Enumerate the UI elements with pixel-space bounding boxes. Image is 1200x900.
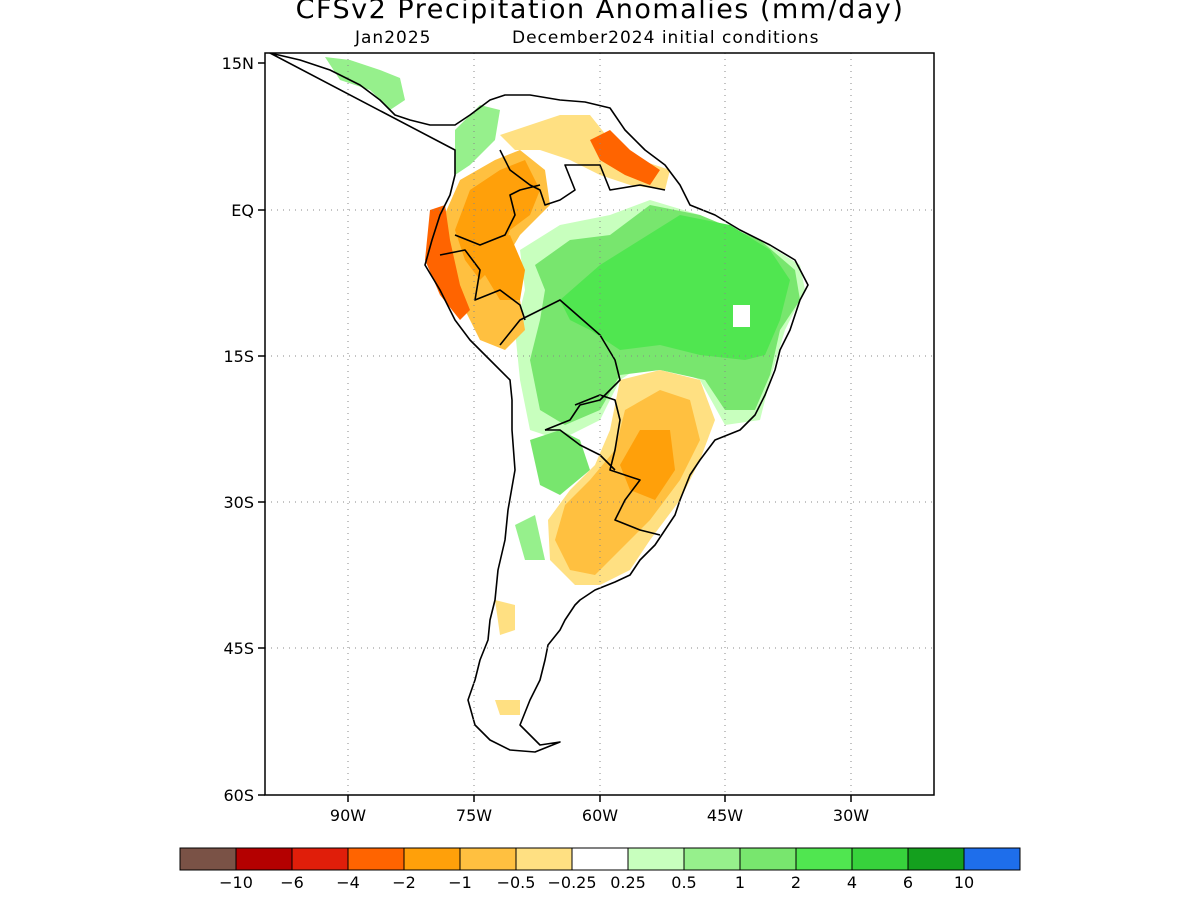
- lon-label: 45W: [707, 806, 743, 825]
- colorbar-label: 1: [735, 873, 745, 892]
- lon-label: 75W: [456, 806, 492, 825]
- colorbar-swatch: [403, 847, 461, 871]
- colorbar-swatch: [235, 847, 293, 871]
- dry-anomalies: [425, 115, 715, 715]
- lat-label: 15S: [223, 347, 254, 366]
- colorbar-label: 0.25: [610, 873, 646, 892]
- colorbar-swatch: [179, 847, 237, 871]
- colorbar: −10 −6 −4 −2 −1 −0.5 −0.25 0.25 0.5 1 2 4 6 10: [179, 847, 1021, 892]
- lon-label: 90W: [330, 806, 366, 825]
- colorbar-swatch: [739, 847, 797, 871]
- colorbar-label: −0.25: [547, 873, 596, 892]
- lat-label: 15N: [222, 54, 254, 73]
- lat-label: 60S: [223, 786, 254, 805]
- lat-label: 30S: [223, 493, 254, 512]
- graticule: [265, 53, 934, 795]
- colorbar-swatch: [291, 847, 349, 871]
- colorbar-label: 4: [847, 873, 857, 892]
- map-title: CFSv2 Precipitation Anomalies (mm/day): [295, 0, 905, 25]
- colorbar-swatch: [515, 847, 573, 871]
- colorbar-label: −1: [448, 873, 472, 892]
- colorbar-label: −6: [280, 873, 304, 892]
- initial-conditions: December2024 initial conditions: [512, 28, 820, 48]
- wet-anomalies: [325, 57, 805, 560]
- colorbar-swatch: [683, 847, 741, 871]
- colorbar-swatch: [347, 847, 405, 871]
- colorbar-label: 2: [791, 873, 801, 892]
- colorbar-label: −2: [392, 873, 416, 892]
- colorbar-swatch: [907, 847, 965, 871]
- lon-label: 60W: [582, 806, 618, 825]
- colorbar-label: 10: [954, 873, 974, 892]
- colorbar-label: −10: [219, 873, 253, 892]
- colorbar-swatch: [627, 847, 685, 871]
- valid-month: Jan2025: [355, 28, 432, 48]
- lat-label: 45S: [223, 639, 254, 658]
- colorbar-label: −4: [336, 873, 360, 892]
- colorbar-swatch: [459, 847, 517, 871]
- colorbar-swatch: [963, 847, 1021, 871]
- colorbar-label: 0.5: [671, 873, 696, 892]
- colorbar-swatch: [571, 847, 629, 871]
- colorbar-label: 6: [903, 873, 913, 892]
- coastlines: [269, 53, 809, 753]
- lon-label: 30W: [833, 806, 869, 825]
- colorbar-swatch: [795, 847, 853, 871]
- colorbar-swatch: [851, 847, 909, 871]
- lat-label: EQ: [231, 201, 254, 220]
- colorbar-label: −0.5: [497, 873, 536, 892]
